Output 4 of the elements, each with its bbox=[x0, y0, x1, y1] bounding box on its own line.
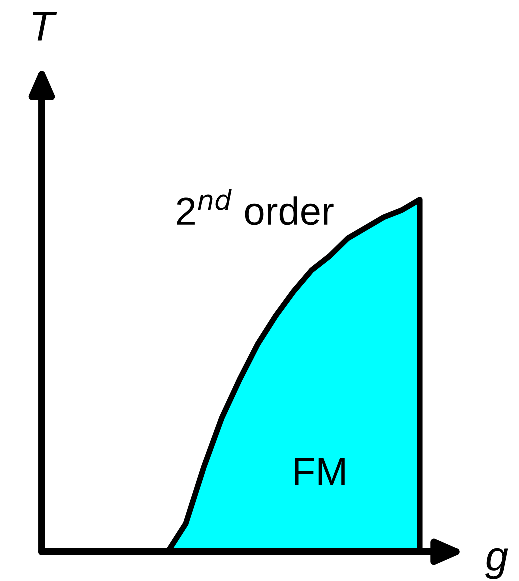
x-axis-title: g bbox=[486, 548, 508, 580]
y-axis-title: T bbox=[33, 12, 58, 41]
annotation: FM bbox=[295, 458, 345, 486]
annotation: 2$^{nd}$ order bbox=[177, 189, 334, 226]
